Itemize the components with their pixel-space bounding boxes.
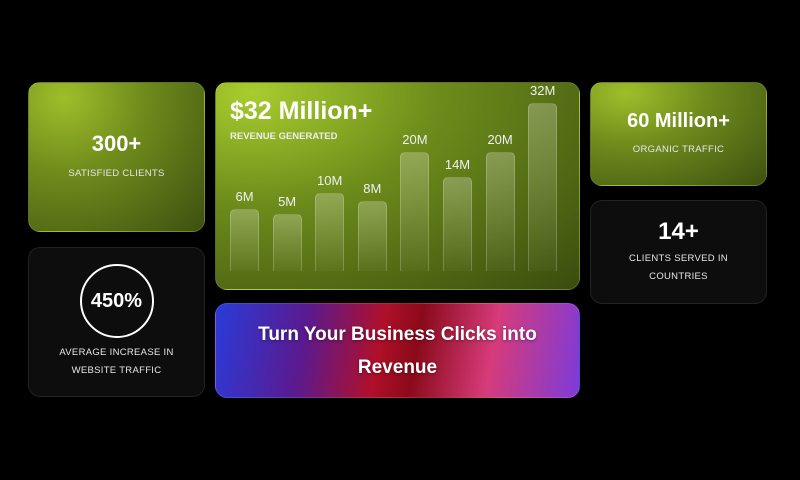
traffic-label-line1: Average Increase in [59, 347, 174, 358]
clients-value: 300+ [91, 131, 142, 156]
revenue-bar [443, 176, 472, 271]
revenue-chart-card: $32 Million+ REVENUE GENERATED 6M 5M 10M 8M… [215, 82, 580, 290]
revenue-bar-label: 32M [530, 82, 556, 98]
countries-label-line2: Countries [649, 271, 708, 282]
revenue-subtitle: REVENUE GENERATED [230, 131, 338, 142]
organic-value: 60 Million+ [627, 109, 730, 132]
traffic-ring: 450% [79, 264, 154, 338]
revenue-bar-label: 20M [487, 132, 513, 147]
revenue-bar-label: 6M [235, 189, 254, 205]
revenue-bar-label: 5M [278, 193, 297, 209]
clients-label: Satisfied Clients [68, 168, 165, 179]
revenue-bar [272, 213, 302, 271]
cta-banner[interactable]: Turn Your Business Clicks into Revenue [215, 303, 580, 398]
countries-label-line1: Clients Served in [629, 253, 728, 264]
revenue-bar [230, 209, 259, 271]
revenue-bar [400, 152, 430, 271]
organic-stat-card: 60 Million+ Organic Traffic [590, 82, 767, 186]
traffic-value: 450% [90, 289, 143, 312]
revenue-bar-label: 20M [402, 132, 428, 147]
revenue-bar-label: 14M [444, 156, 471, 172]
traffic-label-line2: Website Traffic [71, 365, 162, 376]
revenue-bar [528, 102, 558, 271]
traffic-stat-card: 450% Average Increase in Website Traffic [28, 247, 205, 397]
organic-label: Organic Traffic [632, 143, 725, 155]
banner-line2: Revenue [357, 356, 438, 378]
revenue-bar [357, 201, 387, 271]
countries-value: 14+ [658, 218, 699, 245]
banner-line1: Turn Your Business Clicks into [258, 323, 537, 345]
countries-stat-card: 14+ Clients Served in Countries [590, 200, 767, 304]
revenue-bar [485, 152, 515, 271]
revenue-bar-label: 10M [317, 173, 343, 188]
revenue-bar [315, 193, 345, 271]
revenue-title: $32 Million+ [230, 97, 373, 125]
revenue-bar-label: 8M [363, 181, 382, 197]
clients-stat-card: 300+ Satisfied Clients [28, 82, 205, 232]
